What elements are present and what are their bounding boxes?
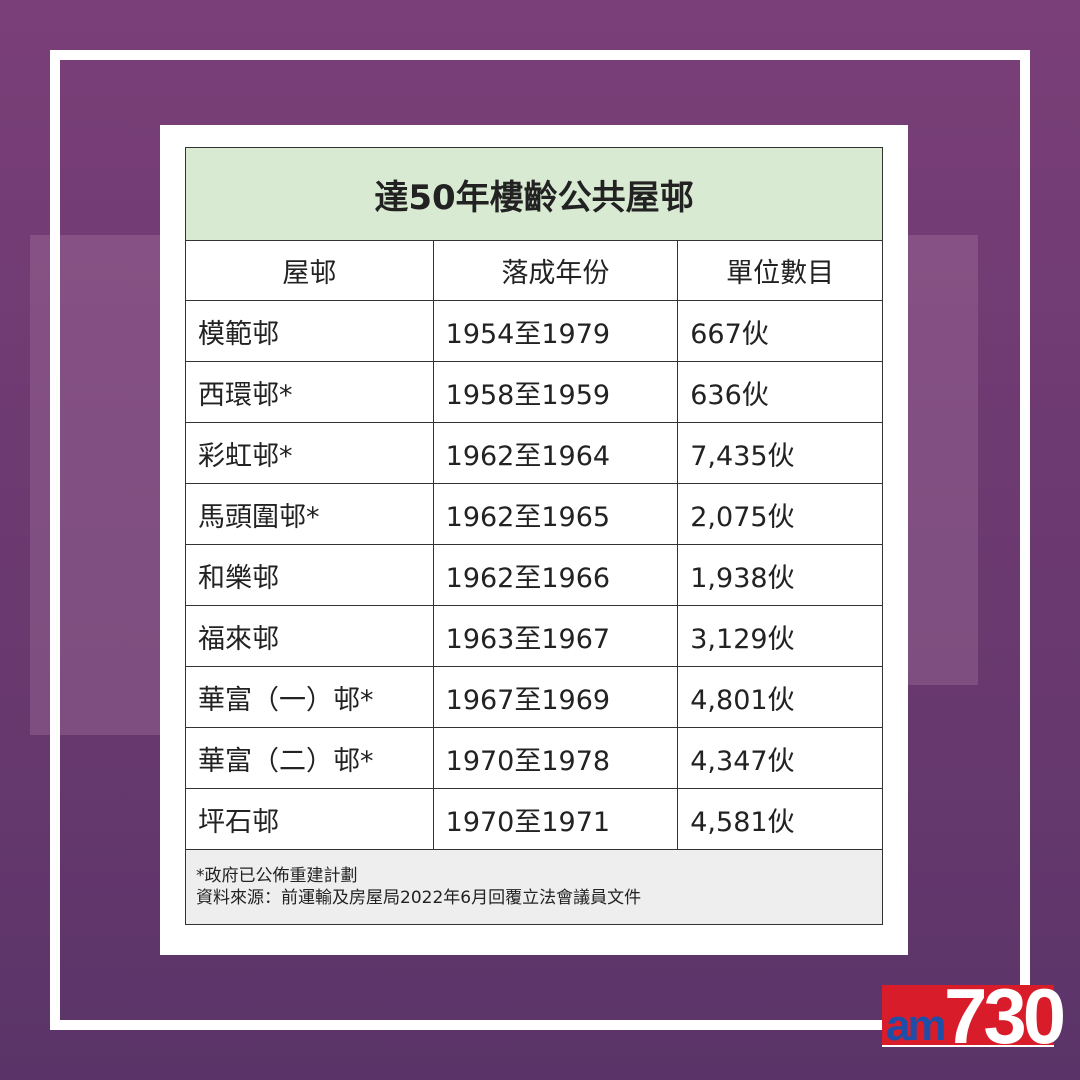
table-row: 華富（一）邨* 1967至1969 4,801伙 (185, 666, 883, 728)
cell-year: 1963至1967 (432, 605, 679, 667)
background-building-right (908, 235, 978, 685)
cell-estate: 和樂邨 (185, 544, 434, 606)
cell-estate: 模範邨 (185, 300, 434, 362)
cell-units: 667伙 (677, 300, 883, 362)
table-row: 馬頭圍邨* 1962至1965 2,075伙 (185, 483, 883, 545)
cell-units: 7,435伙 (677, 422, 883, 484)
cell-year: 1962至1965 (432, 483, 679, 545)
cell-year: 1970至1971 (432, 788, 679, 850)
cell-year: 1962至1966 (432, 544, 679, 606)
cell-estate: 彩虹邨* (185, 422, 434, 484)
table-row: 坪石邨 1970至1971 4,581伙 (185, 788, 883, 850)
cell-year: 1958至1959 (432, 361, 679, 423)
header-year: 落成年份 (432, 240, 679, 301)
table-row: 和樂邨 1962至1966 1,938伙 (185, 544, 883, 606)
cell-estate: 馬頭圍邨* (185, 483, 434, 545)
estates-table: 達50年樓齡公共屋邨 屋邨 落成年份 單位數目 模範邨 1954至1979 667伙… (185, 147, 883, 925)
table-row: 西環邨* 1958至1959 636伙 (185, 361, 883, 423)
cell-estate: 華富（一）邨* (185, 666, 434, 728)
white-frame (50, 50, 1030, 1030)
cell-units: 636伙 (677, 361, 883, 423)
cell-year: 1954至1979 (432, 300, 679, 362)
cell-year: 1962至1964 (432, 422, 679, 484)
cell-estate: 坪石邨 (185, 788, 434, 850)
table-row: 彩虹邨* 1962至1964 7,435伙 (185, 422, 883, 484)
cell-units: 3,129伙 (677, 605, 883, 667)
am730-logo: am 730 (882, 972, 1066, 1060)
cell-units: 1,938伙 (677, 544, 883, 606)
cell-units: 4,581伙 (677, 788, 883, 850)
table-footer: *政府已公佈重建計劃 資料來源：前運輸及房屋局2022年6月回覆立法會議員文件 (185, 849, 883, 925)
cell-estate: 西環邨* (185, 361, 434, 423)
cell-units: 2,075伙 (677, 483, 883, 545)
source: 資料來源：前運輸及房屋局2022年6月回覆立法會議員文件 (196, 888, 642, 908)
table-row: 華富（二）邨* 1970至1978 4,347伙 (185, 727, 883, 789)
cell-year: 1967至1969 (432, 666, 679, 728)
table-title: 達50年樓齡公共屋邨 (185, 147, 883, 241)
header-units: 單位數目 (677, 240, 883, 301)
cell-units: 4,347伙 (677, 727, 883, 789)
cell-estate: 華富（二）邨* (185, 727, 434, 789)
table-row: 模範邨 1954至1979 667伙 (185, 300, 883, 362)
cell-year: 1970至1978 (432, 727, 679, 789)
cell-estate: 福來邨 (185, 605, 434, 667)
table-row: 福來邨 1963至1967 3,129伙 (185, 605, 883, 667)
header-estate: 屋邨 (185, 240, 434, 301)
footnote: *政府已公佈重建計劃 (196, 866, 358, 886)
cell-units: 4,801伙 (677, 666, 883, 728)
